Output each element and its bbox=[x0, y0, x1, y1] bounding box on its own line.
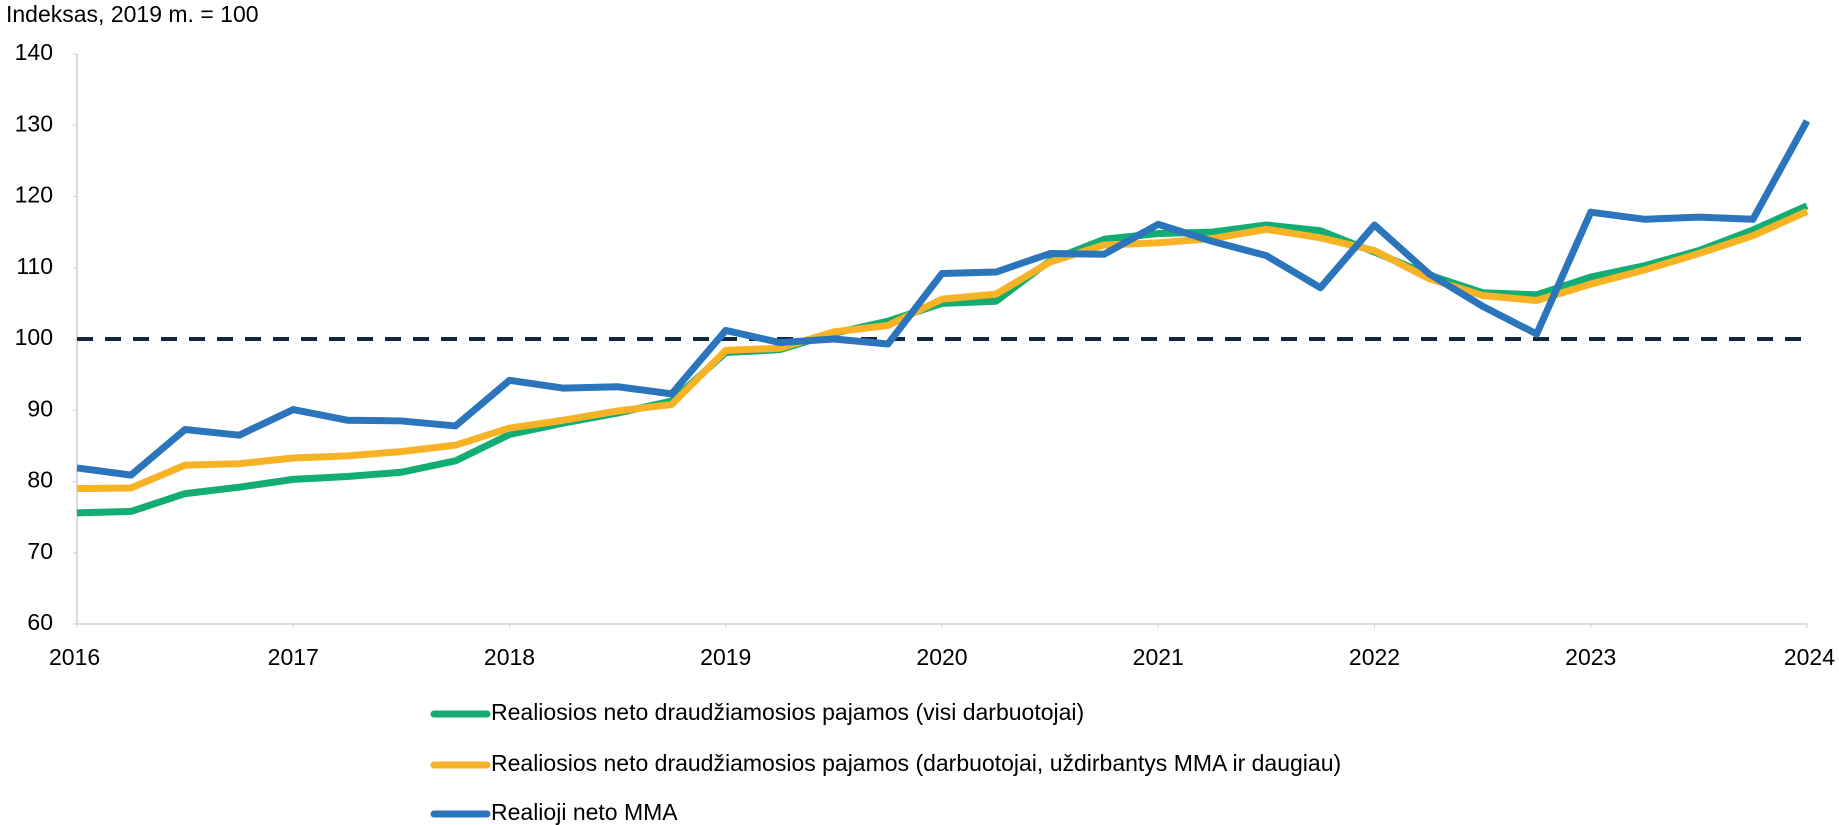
y-tick-label: 140 bbox=[15, 39, 53, 65]
x-tick-label: 2020 bbox=[916, 644, 967, 670]
y-tick-label: 130 bbox=[15, 110, 53, 136]
legend-label: Realioji neto MMA bbox=[491, 799, 678, 825]
x-tick-label: 2016 bbox=[49, 644, 100, 670]
y-tick-label: 70 bbox=[27, 538, 53, 564]
x-tick-label: 2022 bbox=[1349, 644, 1400, 670]
y-tick-label: 120 bbox=[15, 182, 53, 208]
series-line bbox=[76, 208, 1809, 493]
x-tick-label: 2024 bbox=[1784, 644, 1835, 670]
x-tick-label: 2021 bbox=[1133, 644, 1184, 670]
x-tick-label: 2018 bbox=[484, 644, 535, 670]
x-tick-label: 2017 bbox=[268, 644, 319, 670]
y-tick-label: 60 bbox=[27, 609, 53, 635]
legend-label: Realiosios neto draudžiamosios pajamos (… bbox=[491, 699, 1084, 725]
x-tick-label: 2019 bbox=[700, 644, 751, 670]
y-tick-label: 80 bbox=[27, 467, 53, 493]
x-tick-label: 2023 bbox=[1565, 644, 1616, 670]
legend-label: Realiosios neto draudžiamosios pajamos (… bbox=[491, 750, 1341, 776]
series-line bbox=[76, 119, 1811, 479]
y-tick-label: 90 bbox=[27, 395, 53, 421]
chart-title: Indeksas, 2019 m. = 100 bbox=[6, 1, 259, 27]
y-tick-label: 110 bbox=[16, 253, 53, 279]
y-tick-label: 100 bbox=[15, 324, 53, 350]
series-line bbox=[76, 202, 1809, 517]
